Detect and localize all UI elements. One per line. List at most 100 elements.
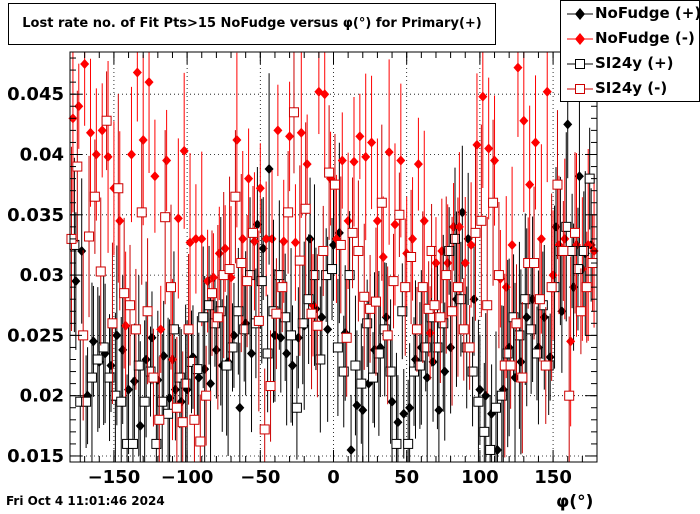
data-point [144, 77, 154, 88]
data-point [411, 324, 422, 335]
data-point [180, 378, 191, 389]
data-point [578, 245, 589, 256]
data-point [566, 336, 576, 347]
data-point [317, 312, 327, 323]
data-point [563, 119, 573, 130]
data-point [552, 179, 563, 190]
data-point [74, 101, 84, 112]
data-point [529, 258, 540, 269]
data-point [417, 282, 428, 293]
data-point [101, 115, 112, 126]
data-point [171, 402, 182, 413]
data-point [569, 282, 579, 293]
data-point [450, 233, 461, 244]
data-point [353, 245, 364, 256]
data-point [575, 306, 586, 317]
data-point [403, 438, 414, 449]
data-point [514, 330, 525, 341]
y-tick-label: 0.015 [7, 446, 64, 467]
data-point [160, 212, 171, 223]
data-point [346, 444, 356, 455]
data-point [142, 306, 153, 317]
data-point [139, 396, 150, 407]
data-point [452, 282, 463, 293]
data-point [249, 236, 259, 247]
data-point [133, 360, 144, 371]
data-point [531, 137, 541, 148]
data-point [467, 366, 478, 377]
data-point [446, 342, 456, 353]
data-point [236, 258, 247, 269]
data-point [127, 438, 138, 449]
legend-item-nofudge-minus: NoFudge (-) [561, 28, 700, 50]
data-point [440, 366, 450, 377]
data-point [472, 139, 482, 150]
chart-title-box: Lost rate no. of Fit Pts>15 NoFudge vers… [8, 3, 496, 45]
x-tick-label: 100 [461, 467, 499, 488]
legend-marker-diamond-red [567, 33, 593, 45]
tick-layer: 0.015 0.02 0.025 0.03 0.035 0.04 0.045 −150 −100… [7, 52, 598, 488]
data-point [151, 438, 162, 449]
data-point [519, 115, 529, 126]
chart-title: Lost rate no. of Fit Pts>15 NoFudge vers… [22, 16, 482, 31]
data-point [435, 312, 446, 323]
data-point [189, 414, 200, 425]
data-point [290, 237, 300, 248]
data-point [466, 239, 476, 250]
data-point [327, 264, 338, 275]
data-point [156, 324, 166, 335]
data-point [349, 156, 359, 167]
data-point [95, 266, 106, 277]
data-point [373, 348, 384, 359]
data-point [112, 330, 122, 341]
data-point [428, 356, 438, 367]
data-point [460, 258, 470, 269]
data-point [476, 215, 487, 226]
legend-marker-diamond-black [567, 8, 593, 20]
data-point [214, 248, 224, 259]
data-point [488, 197, 499, 208]
data-point [221, 360, 232, 371]
data-point [232, 135, 242, 146]
data-point [97, 125, 107, 136]
data-point [86, 372, 97, 383]
data-point [220, 243, 230, 254]
data-point [147, 332, 157, 343]
data-point [482, 300, 493, 311]
data-point [288, 107, 299, 118]
data-point [124, 384, 134, 395]
data-point [464, 342, 475, 353]
data-point [362, 318, 373, 329]
data-point [457, 207, 467, 218]
series-3 [66, 52, 598, 462]
data-point [505, 360, 516, 371]
data-point [454, 221, 464, 232]
data-point [229, 330, 239, 341]
data-point [557, 306, 567, 317]
data-point [212, 312, 223, 323]
data-point [490, 402, 501, 413]
data-point [332, 342, 343, 353]
legend-item-nofudge-plus: NoFudge (+) [561, 3, 700, 25]
data-point [320, 89, 330, 100]
data-point [135, 420, 145, 431]
data-point [192, 364, 203, 375]
data-point [81, 396, 92, 407]
data-point [413, 159, 423, 170]
data-point [399, 408, 409, 419]
data-point [397, 306, 408, 317]
data-point [536, 233, 546, 244]
data-point [224, 264, 235, 275]
data-point [258, 243, 268, 254]
data-point [458, 324, 469, 335]
data-point [394, 209, 405, 220]
data-point [520, 294, 531, 305]
data-point [561, 221, 572, 232]
x-tick-label: −100 [161, 467, 214, 488]
data-point [478, 91, 488, 102]
data-point [420, 342, 431, 353]
data-point [406, 252, 417, 262]
data-point [302, 159, 312, 170]
data-point [167, 354, 177, 365]
data-point [255, 183, 265, 194]
